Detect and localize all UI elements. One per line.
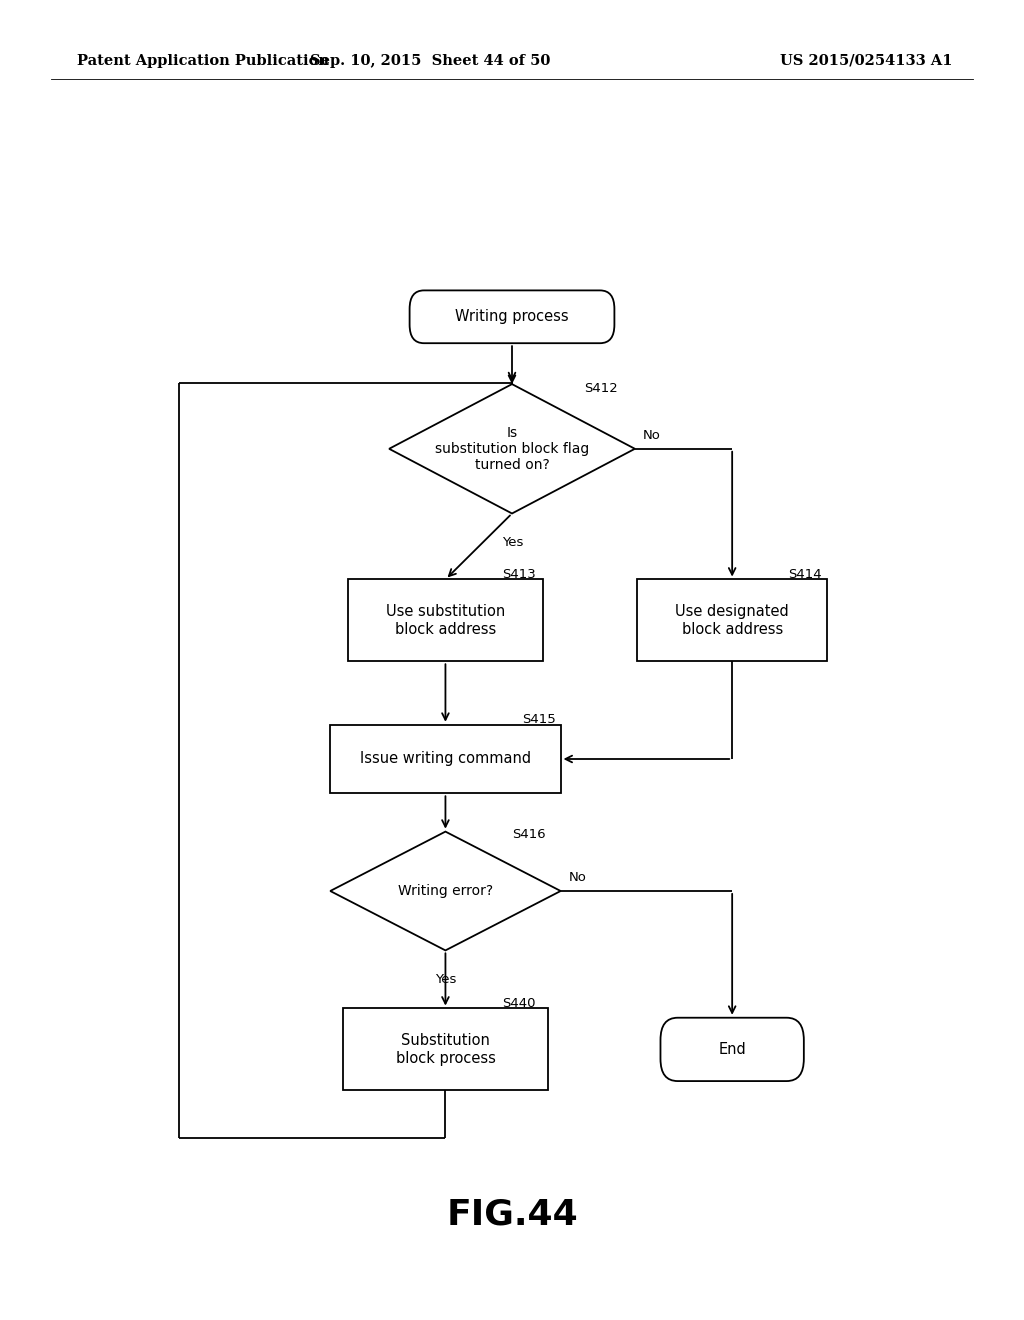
Text: Use substitution
block address: Use substitution block address xyxy=(386,605,505,636)
Bar xyxy=(637,579,826,661)
FancyBboxPatch shape xyxy=(660,1018,804,1081)
Text: S415: S415 xyxy=(522,713,556,726)
Bar xyxy=(348,579,543,661)
Text: S440: S440 xyxy=(502,997,536,1010)
Text: Writing process: Writing process xyxy=(456,309,568,325)
Text: S414: S414 xyxy=(788,568,822,581)
Text: Yes: Yes xyxy=(435,973,457,986)
Text: Issue writing command: Issue writing command xyxy=(359,751,531,767)
Text: End: End xyxy=(718,1041,746,1057)
Text: S416: S416 xyxy=(512,828,546,841)
Text: No: No xyxy=(569,871,587,884)
Polygon shape xyxy=(330,832,561,950)
Bar xyxy=(330,725,561,793)
Text: Use designated
block address: Use designated block address xyxy=(675,605,790,636)
Text: Substitution
block process: Substitution block process xyxy=(395,1034,496,1065)
Text: FIG.44: FIG.44 xyxy=(446,1197,578,1232)
Bar xyxy=(343,1008,548,1090)
Polygon shape xyxy=(389,384,635,513)
Text: Patent Application Publication: Patent Application Publication xyxy=(77,54,329,67)
Text: Writing error?: Writing error? xyxy=(398,884,493,898)
Text: No: No xyxy=(643,429,660,442)
Text: Sep. 10, 2015  Sheet 44 of 50: Sep. 10, 2015 Sheet 44 of 50 xyxy=(310,54,550,67)
Text: US 2015/0254133 A1: US 2015/0254133 A1 xyxy=(780,54,952,67)
Text: S412: S412 xyxy=(584,381,617,395)
Text: S413: S413 xyxy=(502,568,536,581)
FancyBboxPatch shape xyxy=(410,290,614,343)
Text: Is
substitution block flag
turned on?: Is substitution block flag turned on? xyxy=(435,425,589,473)
Text: Yes: Yes xyxy=(502,536,523,549)
